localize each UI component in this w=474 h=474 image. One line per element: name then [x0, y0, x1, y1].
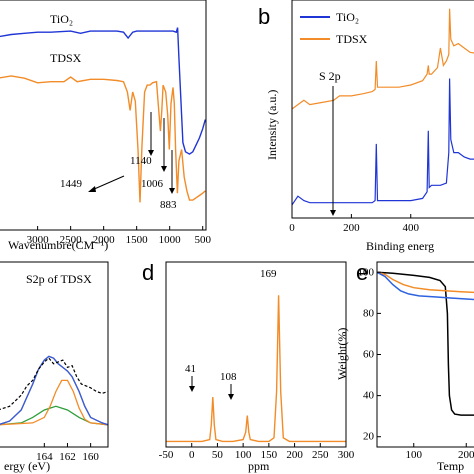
- panel-c-data-dashed: [0, 357, 109, 410]
- panel-e-axis-ticks: 100 200 20 40 60 80 100: [358, 266, 474, 461]
- panel-a-x-tick-label: 2000: [93, 234, 116, 246]
- panel-c-x-tick-label: 162: [59, 451, 76, 463]
- annotation-108: 108: [220, 371, 237, 383]
- panel-b-legend-tio2: TiO₂: [336, 10, 359, 24]
- panel-c-x-ticks: 164 162 160: [36, 443, 99, 463]
- panel-e-black-line: [376, 271, 474, 416]
- annotation-1449: 1449: [60, 178, 83, 190]
- panel-e-y-tick-label: 60: [363, 349, 375, 361]
- panel-e-ylabel: Weight(%): [335, 328, 349, 380]
- panel-e-x-tick-label: 100: [406, 449, 423, 461]
- panel-d-letter: d: [142, 260, 154, 285]
- panel-b-s2p-label: S 2p: [319, 69, 341, 83]
- panel-c-orange-line: [0, 379, 109, 426]
- panel-d-x-tick-label: 100: [235, 449, 252, 461]
- panel-a: TiO₂ TDSX 3000 2500 2000 1500 1000 500 Wavenu…: [0, 0, 211, 252]
- panel-b-ylabel: Intensity (a.u.): [265, 90, 279, 160]
- panel-c-xlabel: ergy (eV): [4, 459, 50, 473]
- panel-a-plot-frame: [0, 0, 207, 231]
- panel-c-blue-line: [0, 355, 109, 426]
- panel-d: d -50 0 50 100 150 200 250 300 ppm 41 108 169: [142, 260, 355, 473]
- panel-e: e 100 200 20 40 60 80 100 Weight(%) Temp: [335, 260, 474, 473]
- panel-e-y-tick-label: 20: [363, 431, 375, 443]
- annotation-169: 169: [260, 268, 277, 280]
- annotation-arrowhead-883: [169, 188, 175, 194]
- panel-b-tio2-line: [291, 78, 474, 206]
- panel-d-x-tick-label: 0: [189, 449, 195, 461]
- panel-d-x-tick-label: 150: [261, 449, 278, 461]
- panel-e-xlabel: Temp: [437, 459, 464, 473]
- annotation-arrowhead-1449: [88, 186, 96, 192]
- panel-c-x-tick-label: 164: [36, 451, 53, 463]
- panel-e-y-tick-label: 100: [358, 266, 375, 278]
- panel-e-y-tick-label: 80: [363, 307, 375, 319]
- panel-d-x-tick-label: 200: [286, 449, 303, 461]
- panel-a-x-tick-label: 3000: [27, 234, 50, 246]
- panel-d-spectrum-line: [166, 295, 346, 443]
- panel-a-x-tick-label: 500: [194, 234, 211, 246]
- panel-a-x-tick-label: 1000: [159, 234, 182, 246]
- panel-d-x-ticks: -50 0 50 100 150 200 250 300: [159, 443, 355, 461]
- panel-b-s2p-arrowhead: [330, 210, 336, 216]
- panel-a-legend-tdsx: TDSX: [50, 51, 82, 65]
- annotation-1006: 1006: [141, 178, 164, 190]
- panel-a-x-tick-label: 2500: [60, 234, 83, 246]
- panel-b-x-tick-label: 200: [343, 222, 360, 234]
- annotation-arrowhead-1006: [161, 166, 167, 172]
- panel-b-tdsx-line: [291, 8, 474, 110]
- panel-a-legend-tio2: TiO₂: [50, 12, 73, 26]
- panel-a-x-tick-label: 1500: [126, 234, 149, 246]
- panel-d-plot-frame: [165, 261, 347, 448]
- panel-c-plot-frame: [0, 261, 109, 448]
- annotation-arrowhead-1140: [148, 150, 154, 156]
- panel-b-plot-frame: [291, 0, 474, 219]
- panel-d-xlabel: ppm: [248, 459, 270, 473]
- panel-d-x-tick-label: 300: [338, 449, 355, 461]
- panel-e-letter: e: [356, 260, 368, 285]
- annotation-arrow-1449: [91, 175, 125, 191]
- panel-b-x-tick-label: 0: [289, 222, 295, 234]
- annotation-41: 41: [185, 363, 196, 375]
- panel-c: S2p of TDSX 164 162 160 ergy (eV): [0, 261, 109, 473]
- annotation-1140: 1140: [130, 155, 152, 167]
- panel-e-x-tick-label: 200: [458, 449, 474, 461]
- panel-b-x-ticks: 0 200 400: [289, 214, 420, 234]
- panel-a-x-ticks: 3000 2500 2000 1500 1000 500: [27, 226, 211, 246]
- panel-c-x-tick-label: 160: [82, 451, 99, 463]
- annotation-arrowhead-108: [228, 394, 234, 400]
- panel-b-x-tick-label: 400: [403, 222, 420, 234]
- panel-b: b TiO₂ TDSX S 2p Intensity (a.u.) 0 200 40…: [258, 0, 474, 253]
- panel-b-letter: b: [258, 4, 270, 29]
- panel-d-x-tick-label: 250: [312, 449, 329, 461]
- panel-e-orange-line: [376, 271, 474, 294]
- panel-d-x-tick-label: -50: [159, 449, 174, 461]
- panel-d-annotations: 41 108 169: [185, 268, 277, 400]
- panel-a-xlabel: Wavenumbre(CM⁻¹): [8, 238, 108, 252]
- panel-b-xlabel: Binding energ: [366, 239, 434, 253]
- panel-a-tdsx-line: [0, 75, 206, 203]
- panel-a-tio2-line: [0, 27, 206, 155]
- annotation-arrowhead-41: [189, 386, 195, 392]
- panel-e-y-tick-label: 40: [363, 390, 375, 402]
- panel-e-blue-line: [376, 271, 474, 301]
- panel-a-annotations: 1449 1140 1006 883: [60, 112, 177, 211]
- panel-d-x-tick-label: 50: [212, 449, 224, 461]
- annotation-883: 883: [160, 199, 177, 211]
- panel-c-title: S2p of TDSX: [26, 272, 92, 286]
- panel-b-legend-tdsx: TDSX: [336, 32, 368, 46]
